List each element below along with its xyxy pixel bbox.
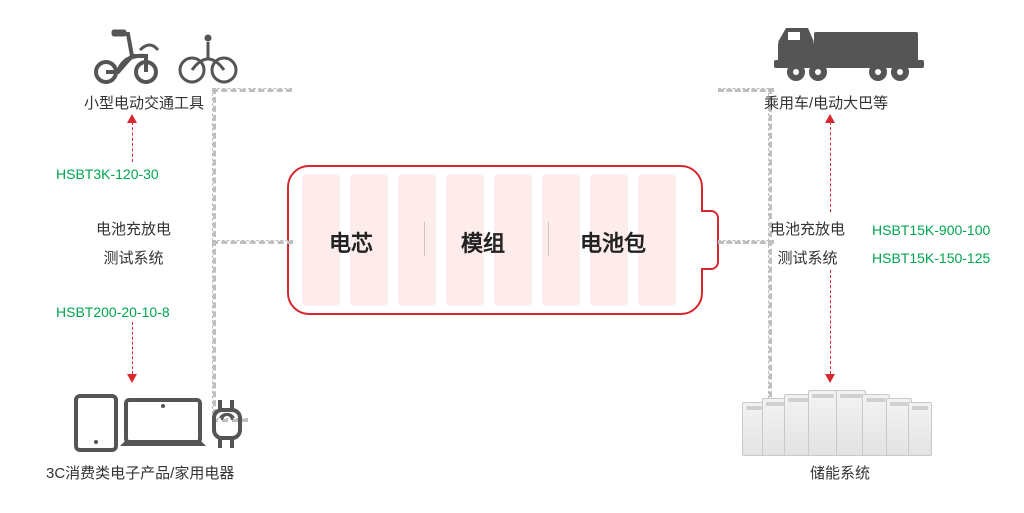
battery-segment-cell: 电芯 [329, 226, 373, 258]
system-label-left-l1: 电池充放电 [96, 221, 171, 238]
connector [718, 240, 774, 244]
red-arrow-head [825, 374, 835, 383]
node-label-top-left: 小型电动交通工具 [84, 92, 204, 113]
connector [212, 88, 216, 246]
devices-icon [72, 390, 252, 456]
node-label-bot-right: 储能系统 [810, 462, 870, 483]
red-arrow-head [825, 114, 835, 123]
red-arrow-head [127, 114, 137, 123]
system-label-right-l2: 测试系统 [778, 250, 838, 267]
red-arrow-line [830, 122, 831, 212]
node-label-top-right: 乘用车/电动大巴等 [764, 92, 888, 113]
code-right-1: HSBT15K-900-100 [872, 222, 990, 238]
battery-separator [424, 222, 425, 256]
code-right-2: HSBT15K-150-125 [872, 250, 990, 266]
red-arrow-head [127, 374, 137, 383]
red-arrow-line [132, 322, 133, 374]
red-arrow-line [132, 122, 133, 162]
red-arrow-line [830, 270, 831, 374]
connector [212, 240, 293, 244]
node-label-bot-left: 3C消费类电子产品/家用电器 [46, 462, 234, 483]
system-label-right-l1: 电池充放电 [770, 221, 845, 238]
code-left-top: HSBT3K-120-30 [56, 166, 159, 182]
battery-separator [548, 222, 549, 256]
code-left-bottom: HSBT200-20-10-8 [56, 304, 170, 320]
battery-cell [398, 174, 436, 306]
storage-icon [742, 388, 942, 454]
truck-icon [768, 20, 938, 86]
system-label-left: 电池充放电 测试系统 [96, 216, 171, 273]
system-label-left-l2: 测试系统 [104, 250, 164, 267]
connector [212, 88, 292, 92]
battery-segment-module: 模组 [461, 226, 505, 258]
escooter-icon [88, 20, 238, 86]
battery-cap [703, 210, 719, 270]
battery-segment-pack: 电池包 [580, 226, 646, 258]
system-label-right: 电池充放电 测试系统 [770, 216, 845, 273]
